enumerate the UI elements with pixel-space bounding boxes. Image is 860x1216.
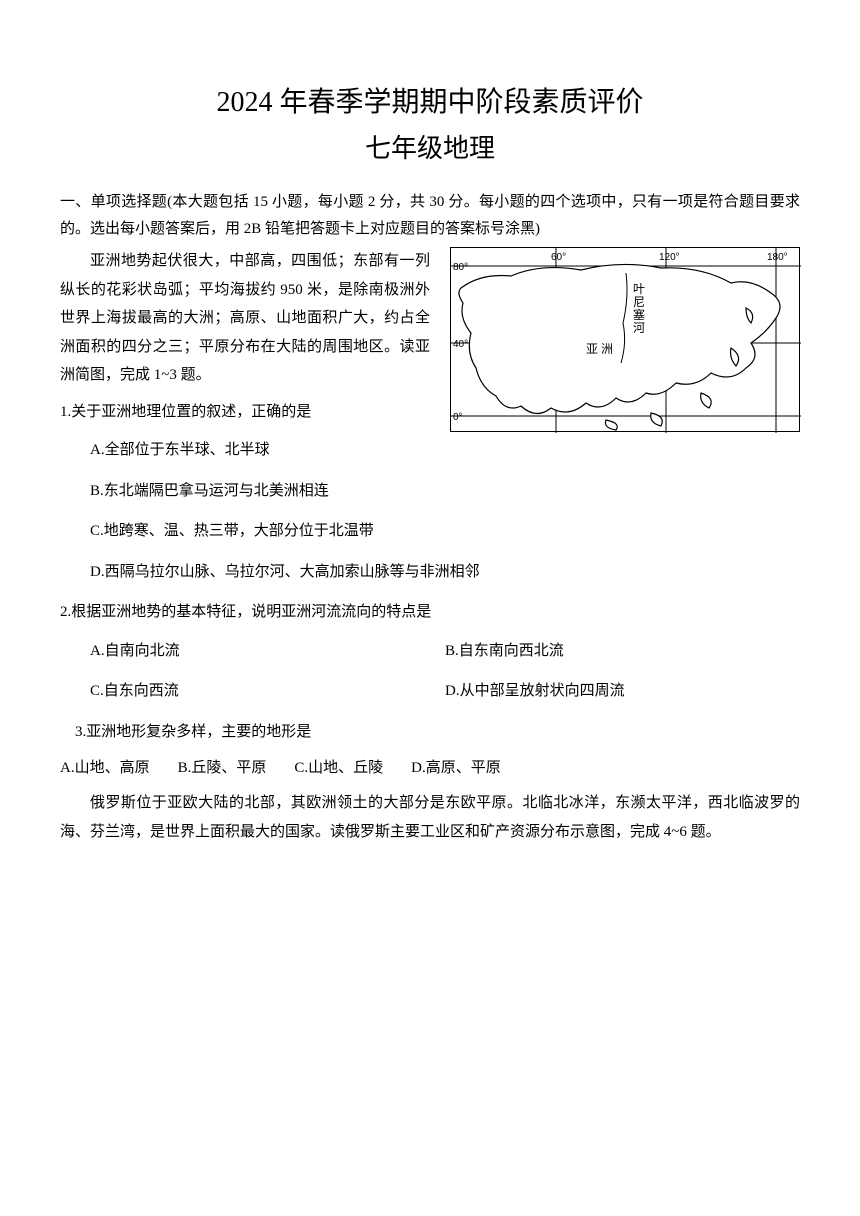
river-label: 河 <box>633 321 645 335</box>
river-label: 塞 <box>633 307 645 322</box>
passage-2: 俄罗斯位于亚欧大陆的北部，其欧洲领土的大部分是东欧平原。北临北冰洋，东濒太平洋，… <box>60 789 800 846</box>
passage-1: 亚洲地势起伏很大，中部高，四围低；东部有一列纵长的花彩状岛弧；平均海拔约 950… <box>60 247 430 390</box>
q3-option-b: B.丘陵、平原 <box>178 756 267 777</box>
passage-1-wrap: 亚洲地势起伏很大，中部高，四围低；东部有一列纵长的花彩状岛弧；平均海拔约 950… <box>60 247 800 390</box>
asia-map-svg: 60° 120° 180° 80° 40° 0° 叶 尼 塞 河 亚 洲 <box>451 248 801 433</box>
q3-option-d: D.高原、平原 <box>411 756 501 777</box>
q3-option-a: A.山地、高原 <box>60 756 150 777</box>
river-label: 叶 <box>633 282 645 296</box>
lat-label: 0° <box>453 412 463 423</box>
q2-option-row-2: C.自东向西流 D.从中部呈放射状向四周流 <box>60 677 800 706</box>
river-label: 尼 <box>633 295 645 309</box>
question-2: 2.根据亚洲地势的基本特征，说明亚洲河流流向的特点是 A.自南向北流 B.自东南… <box>60 598 800 706</box>
lon-label: 180° <box>767 252 788 263</box>
island-arc <box>651 413 663 426</box>
q1-option-d: D.西隔乌拉尔山脉、乌拉尔河、大高加索山脉等与非洲相邻 <box>60 558 800 587</box>
page-title-sub: 七年级地理 <box>60 128 800 165</box>
question-2-text: 2.根据亚洲地势的基本特征，说明亚洲河流流向的特点是 <box>60 598 800 627</box>
question-3: 3.亚洲地形复杂多样，主要的地形是 <box>60 718 800 747</box>
q2-option-c: C.自东向西流 <box>90 677 445 706</box>
lat-label: 80° <box>453 262 468 273</box>
asia-map-figure: 60° 120° 180° 80° 40° 0° 叶 尼 塞 河 亚 洲 <box>450 247 800 432</box>
island-arc <box>605 420 617 430</box>
q2-option-row-1: A.自南向北流 B.自东南向西北流 <box>60 637 800 666</box>
q2-option-d: D.从中部呈放射状向四周流 <box>445 677 800 706</box>
q1-option-a: A.全部位于东半球、北半球 <box>60 436 800 465</box>
island-arc <box>701 393 712 408</box>
page-title-main: 2024 年春季学期期中阶段素质评价 <box>60 80 800 120</box>
q1-option-c: C.地跨寒、温、热三带，大部分位于北温带 <box>60 517 800 546</box>
lat-label: 40° <box>453 339 468 350</box>
lon-label: 60° <box>551 252 566 263</box>
q1-option-b: B.东北端隔巴拿马运河与北美洲相连 <box>60 477 800 506</box>
lon-label: 120° <box>659 252 680 263</box>
question-3-text: 3.亚洲地形复杂多样，主要的地形是 <box>60 718 800 747</box>
q3-option-c: C.山地、丘陵 <box>294 756 383 777</box>
asia-landmass-outline <box>459 264 780 413</box>
q3-option-row: A.山地、高原 B.丘陵、平原 C.山地、丘陵 D.高原、平原 <box>60 756 800 777</box>
section-1-heading: 一、单项选择题(本大题包括 15 小题，每小题 2 分，共 30 分。每小题的四… <box>60 189 800 243</box>
asia-label: 亚 洲 <box>586 342 613 356</box>
q2-option-b: B.自东南向西北流 <box>445 637 800 666</box>
q2-option-a: A.自南向北流 <box>90 637 445 666</box>
